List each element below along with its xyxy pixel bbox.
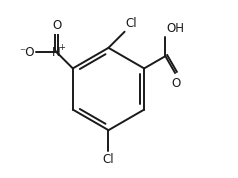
Text: Cl: Cl	[103, 153, 114, 166]
Text: ⁻O: ⁻O	[19, 46, 35, 59]
Text: O: O	[52, 19, 61, 32]
Text: N: N	[52, 46, 61, 59]
Text: O: O	[171, 77, 181, 90]
Text: +: +	[58, 43, 64, 53]
Text: Cl: Cl	[125, 17, 137, 30]
Text: OH: OH	[166, 22, 184, 35]
